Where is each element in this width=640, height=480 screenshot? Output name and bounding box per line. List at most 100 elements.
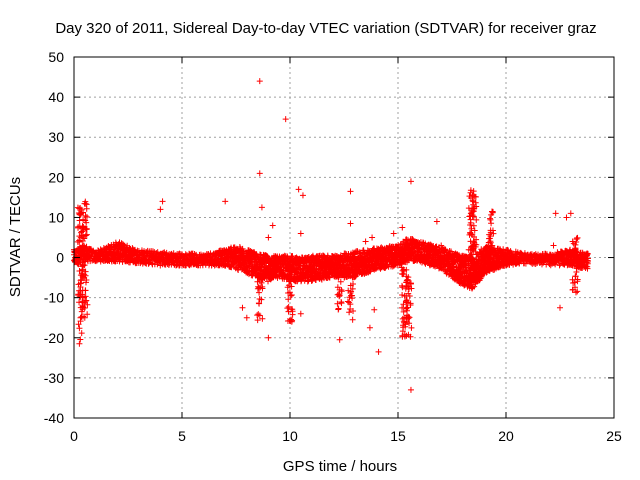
spike-point	[255, 283, 262, 290]
outlier-point	[557, 304, 563, 311]
outlier-point	[369, 234, 376, 241]
spike-point	[335, 272, 342, 279]
band-point	[471, 283, 478, 290]
grid-lines	[74, 57, 614, 418]
spike-point	[574, 235, 581, 242]
y-tick-label: -20	[44, 330, 64, 346]
spike-point	[80, 250, 87, 257]
spike-point	[83, 251, 90, 258]
spike-point	[399, 270, 406, 277]
spike-point	[79, 263, 86, 270]
spike-point	[82, 212, 89, 219]
outlier-point	[399, 224, 406, 231]
spike-point	[259, 270, 266, 277]
spike-point	[81, 271, 88, 278]
outlier-point	[347, 188, 354, 195]
spike-point	[405, 284, 412, 291]
spike-point	[400, 301, 407, 308]
spike-point	[75, 261, 82, 268]
y-axis-label: SDTVAR / TECUs	[7, 177, 24, 297]
spike-point	[284, 305, 291, 312]
spike-point	[256, 296, 263, 303]
outlier-point	[81, 314, 88, 321]
spike-point	[468, 251, 475, 258]
spike-point	[404, 304, 411, 311]
spike-point	[80, 303, 87, 310]
chart-title: Day 320 of 2011, Sidereal Day-to-day VTE…	[55, 20, 596, 37]
outlier-point	[222, 198, 229, 205]
outlier-point	[189, 250, 196, 257]
spike-point	[287, 275, 294, 282]
x-tick-label: 15	[390, 428, 406, 444]
spike-point	[83, 231, 90, 238]
outlier-point	[390, 230, 397, 237]
outlier-point	[297, 230, 304, 237]
spike-point	[284, 318, 291, 325]
outlier-point	[299, 192, 306, 199]
spike-point	[469, 197, 476, 204]
spike-point	[337, 278, 344, 285]
spike-point	[489, 209, 496, 216]
spike-point	[257, 278, 264, 285]
outlier-point	[407, 386, 414, 393]
spike-point	[407, 300, 414, 307]
spike-point	[488, 242, 495, 249]
outlier-point	[265, 234, 272, 241]
outlier-point	[563, 214, 570, 221]
spike-point	[467, 216, 474, 223]
outlier-point	[567, 210, 574, 217]
spike-point	[288, 292, 295, 299]
band-point	[442, 246, 449, 253]
spike-point	[573, 268, 580, 275]
spike-point	[400, 308, 407, 315]
spike-point	[488, 220, 495, 227]
spike-point	[408, 285, 415, 292]
spike-point	[76, 205, 83, 212]
x-tick-label: 20	[498, 428, 514, 444]
band-point	[289, 253, 296, 260]
spike-point	[398, 264, 405, 271]
outlier-point	[243, 314, 250, 321]
spike-point	[80, 262, 87, 269]
outlier-point	[433, 218, 440, 225]
spike-point	[569, 262, 576, 269]
spike-point	[288, 283, 295, 290]
spike-point	[79, 293, 86, 300]
spike-point	[470, 238, 477, 245]
spike-point	[490, 230, 497, 237]
spike-point	[348, 288, 355, 295]
outlier-point	[550, 242, 557, 249]
outlier-point	[438, 242, 445, 249]
spike-point	[406, 320, 413, 327]
spike-point	[350, 281, 357, 288]
spike-point	[254, 312, 261, 319]
spike-point	[344, 298, 351, 305]
outlier-point	[159, 198, 166, 205]
spike-point	[80, 255, 87, 262]
spike-point	[74, 204, 81, 211]
x-tick-label: 5	[178, 428, 186, 444]
outlier-point	[258, 204, 265, 211]
spike-point	[77, 283, 84, 290]
y-tick-label: 30	[48, 129, 64, 145]
spike-point	[285, 290, 292, 297]
spike-point	[256, 273, 263, 280]
outlier-point	[371, 306, 378, 313]
outlier-point	[265, 334, 272, 341]
spike-point	[287, 292, 294, 299]
spike-point	[79, 225, 86, 232]
spike-point	[285, 282, 292, 289]
spike-point	[470, 188, 477, 195]
spike-point	[259, 315, 266, 322]
spike-point	[404, 276, 411, 283]
spike-point	[471, 204, 478, 211]
spike-point	[334, 300, 341, 307]
spike-point	[285, 308, 292, 315]
band-point	[584, 265, 591, 272]
spike-point	[574, 288, 581, 295]
spike-point	[349, 274, 356, 281]
spike-point	[403, 296, 410, 303]
y-tick-label: -10	[44, 290, 64, 306]
spike-point	[471, 239, 478, 246]
